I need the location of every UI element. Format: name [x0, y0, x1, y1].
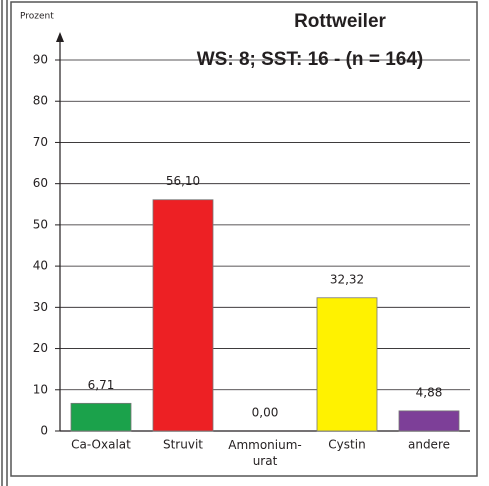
- y-tick-label: 90: [33, 53, 48, 67]
- x-tick-label: Ca-Oxalat: [71, 438, 131, 452]
- y-tick-label: 70: [33, 135, 48, 149]
- y-tick-label: 20: [33, 341, 48, 355]
- chart-border: [10, 1, 478, 477]
- x-tick-label: Ammonium-urat: [228, 438, 302, 468]
- y-tick-label: 10: [33, 382, 48, 396]
- bar: [152, 199, 214, 432]
- y-axis-label: Prozent: [20, 12, 54, 22]
- bar: [70, 402, 132, 432]
- y-tick-label: 60: [33, 176, 48, 190]
- y-tick-label: 30: [33, 300, 48, 314]
- y-tick-label: 80: [33, 94, 48, 108]
- chart-title: Rottweiler: [294, 11, 386, 32]
- chart-subtitle: WS: 8; SST: 16 - (n = 164): [197, 49, 423, 70]
- y-axis-arrow: [56, 32, 64, 42]
- y-tick-label: 40: [33, 259, 48, 273]
- y-tick-label: 0: [40, 424, 48, 438]
- value-label: 6,71: [88, 378, 115, 392]
- value-label: 32,32: [330, 272, 364, 286]
- y-tick-label: 50: [33, 217, 48, 231]
- value-label: 56,10: [166, 174, 200, 188]
- x-tick-label: andere: [408, 438, 450, 452]
- value-label: 0,00: [252, 406, 279, 420]
- bar: [316, 297, 378, 432]
- value-label: 4,88: [416, 385, 443, 399]
- x-tick-label: Cystin: [328, 438, 365, 452]
- bar: [398, 410, 460, 432]
- x-tick-label: Struvit: [163, 438, 203, 452]
